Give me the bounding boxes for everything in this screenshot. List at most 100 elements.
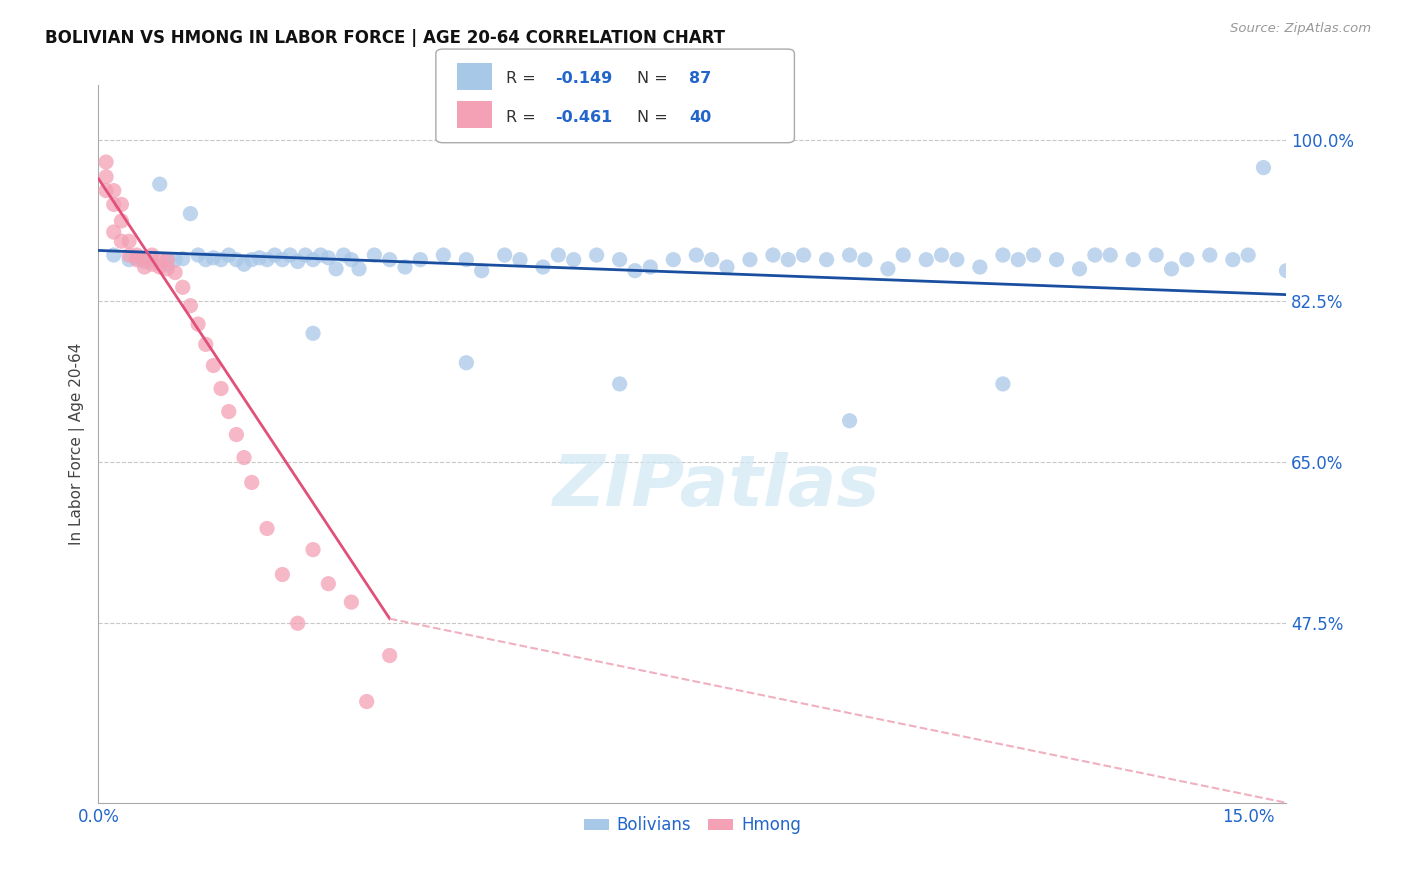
Point <box>141 257 163 271</box>
Point <box>624 263 647 277</box>
Point <box>778 252 800 267</box>
Point <box>456 252 478 267</box>
Point <box>218 248 240 262</box>
Point <box>125 248 148 262</box>
Text: -0.461: -0.461 <box>555 110 613 125</box>
Point <box>891 248 914 262</box>
Point <box>94 155 117 169</box>
Point <box>640 260 662 274</box>
Point <box>946 252 969 267</box>
Point <box>225 252 247 267</box>
Point <box>347 261 370 276</box>
Point <box>141 252 163 267</box>
Point <box>363 248 385 262</box>
Point <box>194 337 217 351</box>
Point <box>853 252 876 267</box>
Point <box>240 252 263 267</box>
Point <box>1144 248 1167 262</box>
Point <box>394 260 416 274</box>
Point <box>149 177 172 191</box>
Point <box>1237 248 1260 262</box>
Point <box>179 299 201 313</box>
Point <box>356 694 378 708</box>
Point <box>287 254 309 268</box>
Point <box>263 248 285 262</box>
Point <box>1045 252 1067 267</box>
Point <box>662 252 685 267</box>
Point <box>494 248 516 262</box>
Point <box>1198 248 1220 262</box>
Point <box>1022 248 1045 262</box>
Point <box>165 252 187 267</box>
Point <box>1084 248 1107 262</box>
Point <box>609 376 631 391</box>
Point <box>1275 263 1298 277</box>
Point <box>187 317 209 331</box>
Point <box>156 252 179 267</box>
Point <box>134 260 156 274</box>
Text: 87: 87 <box>689 71 711 87</box>
Point <box>815 252 838 267</box>
Point <box>134 252 156 267</box>
Point <box>271 567 294 582</box>
Point <box>225 427 247 442</box>
Text: 40: 40 <box>689 110 711 125</box>
Point <box>1007 252 1029 267</box>
Point <box>547 248 569 262</box>
Point <box>685 248 707 262</box>
Point <box>340 595 363 609</box>
Point <box>218 404 240 418</box>
Y-axis label: In Labor Force | Age 20-64: In Labor Force | Age 20-64 <box>69 343 84 545</box>
Point <box>302 326 325 341</box>
Point <box>202 251 225 265</box>
Point <box>149 260 172 274</box>
Point <box>585 248 607 262</box>
Point <box>325 261 347 276</box>
Point <box>110 214 132 228</box>
Point <box>94 169 117 184</box>
Point <box>233 450 256 465</box>
Point <box>110 234 132 248</box>
Text: Source: ZipAtlas.com: Source: ZipAtlas.com <box>1230 22 1371 36</box>
Text: -0.149: -0.149 <box>555 71 613 87</box>
Point <box>700 252 723 267</box>
Point <box>716 260 738 274</box>
Point <box>340 252 363 267</box>
Point <box>318 576 340 591</box>
Point <box>247 251 270 265</box>
Point <box>915 252 938 267</box>
Point <box>194 252 217 267</box>
Point <box>562 252 585 267</box>
Point <box>969 260 991 274</box>
Point <box>378 648 401 663</box>
Legend: Bolivians, Hmong: Bolivians, Hmong <box>576 810 808 841</box>
Point <box>302 252 325 267</box>
Point <box>118 248 141 262</box>
Point <box>118 252 141 267</box>
Point <box>103 197 125 211</box>
Point <box>240 475 263 490</box>
Point <box>179 206 201 220</box>
Point <box>256 521 278 535</box>
Point <box>256 252 278 267</box>
Point <box>991 248 1014 262</box>
Point <box>1253 161 1275 175</box>
Point <box>202 359 225 373</box>
Point <box>149 252 172 267</box>
Point <box>209 382 232 396</box>
Point <box>156 261 179 276</box>
Point <box>318 251 340 265</box>
Point <box>991 376 1014 391</box>
Point <box>1122 252 1144 267</box>
Point <box>409 252 432 267</box>
Point <box>793 248 815 262</box>
Point <box>1175 252 1198 267</box>
Point <box>103 248 125 262</box>
Point <box>134 254 156 268</box>
Point <box>172 252 194 266</box>
Point <box>125 252 148 267</box>
Point <box>877 261 900 276</box>
Point <box>1160 261 1182 276</box>
Point <box>110 197 132 211</box>
Point <box>156 252 179 267</box>
